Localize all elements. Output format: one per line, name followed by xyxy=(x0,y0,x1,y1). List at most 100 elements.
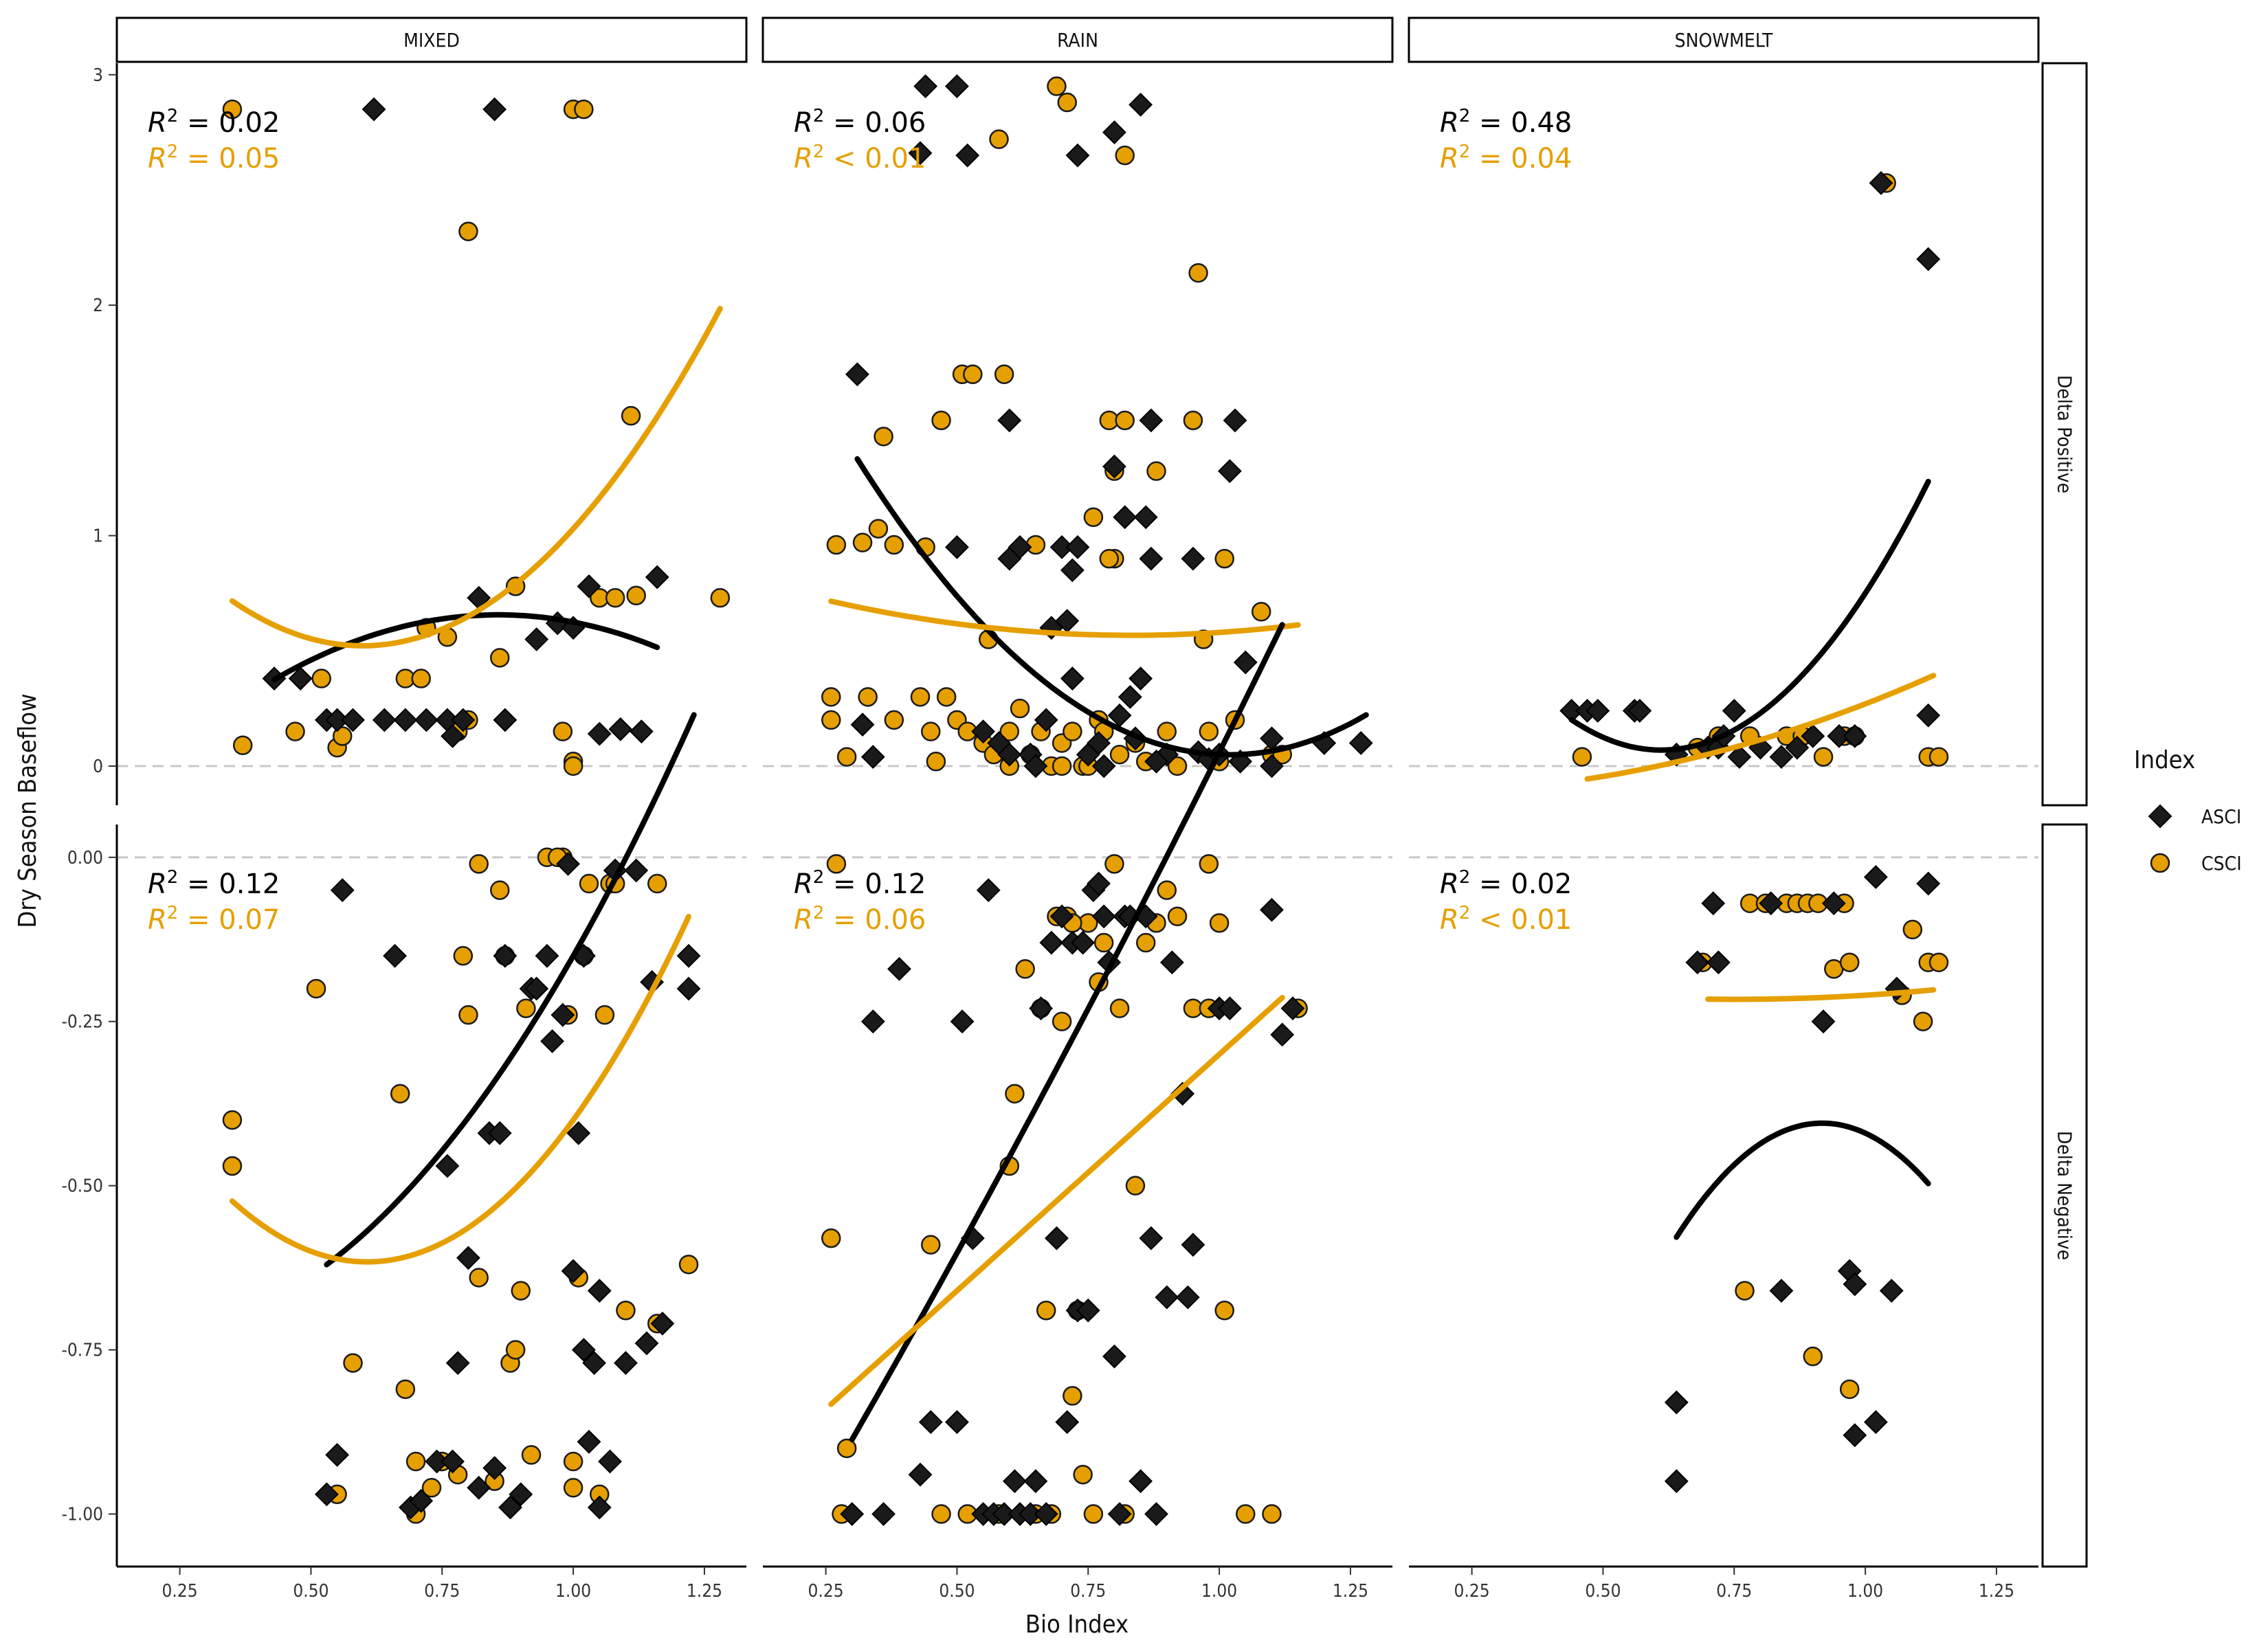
r-squared-asci: R2 = 0.48 xyxy=(1440,106,1572,139)
csci-point xyxy=(1183,410,1203,431)
legend-key-csci xyxy=(2150,853,2170,873)
r-squared-asci: R2 = 0.12 xyxy=(794,867,926,900)
asci-point xyxy=(587,1279,612,1303)
csci-point xyxy=(421,1478,442,1498)
asci-point xyxy=(676,976,701,1001)
r-superscript: 2 xyxy=(1459,142,1471,162)
csci-point xyxy=(1063,1386,1082,1406)
csci-point xyxy=(1104,854,1124,874)
asci-point xyxy=(1759,891,1783,916)
r-squared-csci: R2 = 0.06 xyxy=(794,903,926,936)
asci-point xyxy=(1270,1022,1295,1047)
csci-point xyxy=(1015,959,1035,979)
csci-point xyxy=(1115,145,1135,166)
asci-point xyxy=(1916,247,1941,271)
x-tick-label: 0.75 xyxy=(1070,1581,1106,1602)
r-symbol: R xyxy=(148,143,167,175)
asci-point xyxy=(456,1246,480,1270)
y-axis-title: Dry Season Baseflow xyxy=(14,693,42,928)
csci-point xyxy=(994,364,1014,385)
asci-point xyxy=(1018,1502,1043,1526)
asci-point xyxy=(1879,1279,1904,1303)
y-tick-label: -0.25 xyxy=(61,1012,103,1033)
csci-point xyxy=(1902,919,1923,940)
asci-point xyxy=(1843,723,1867,748)
csci-point xyxy=(511,1281,531,1301)
asci-point xyxy=(435,1154,460,1178)
r-squared-csci: R2 = 0.05 xyxy=(148,142,280,175)
r-value: = 0.05 xyxy=(178,143,280,175)
strip-mixed: MIXED xyxy=(115,16,748,63)
csci-point xyxy=(1005,1084,1025,1104)
asci-point xyxy=(1155,1285,1179,1310)
asci-point xyxy=(1023,1469,1048,1494)
asci-point xyxy=(1769,745,1794,769)
csci-point xyxy=(1052,1011,1072,1031)
asci-point xyxy=(1113,505,1137,530)
csci-point xyxy=(1157,721,1177,741)
asci-fit-line xyxy=(1674,1120,1931,1240)
asci-point xyxy=(1348,731,1373,755)
csci-point xyxy=(1199,854,1219,874)
csci-point xyxy=(453,945,474,966)
y-tick-label: 1 xyxy=(93,526,103,547)
asci-point xyxy=(467,1475,491,1500)
asci-point xyxy=(1811,1009,1836,1034)
legend-key-asci xyxy=(2148,804,2172,829)
asci-point xyxy=(840,1502,865,1526)
x-tick-label: 0.75 xyxy=(424,1581,460,1602)
csci-point xyxy=(458,221,478,242)
legend-label-csci: CSCI xyxy=(2201,852,2242,875)
asci-point xyxy=(325,1443,350,1467)
csci-point xyxy=(926,752,946,772)
csci-point xyxy=(516,998,536,1018)
x-tick-label: 0.25 xyxy=(162,1581,198,1602)
csci-fit-line xyxy=(229,306,723,649)
x-tick-label: 0.25 xyxy=(808,1581,844,1602)
strip-box xyxy=(2041,62,2088,807)
asci-point xyxy=(1627,699,1652,723)
asci-point xyxy=(1869,170,1893,195)
csci-point xyxy=(306,978,326,999)
asci-point xyxy=(1260,897,1284,922)
asci-point xyxy=(1049,904,1074,929)
csci-point xyxy=(999,721,1020,741)
asci-point xyxy=(288,666,313,691)
asci-point xyxy=(1129,666,1153,691)
asci-point xyxy=(1863,865,1888,889)
strip-label: MIXED xyxy=(403,29,460,52)
csci-point xyxy=(1251,602,1271,622)
fit-lines-layer xyxy=(229,306,1937,1443)
asci-point xyxy=(1821,891,1846,916)
csci-point xyxy=(884,710,904,730)
csci-point xyxy=(1735,1281,1755,1301)
asci-point xyxy=(1769,1279,1794,1303)
csci-point xyxy=(710,587,731,608)
r-symbol: R xyxy=(794,904,813,936)
csci-point xyxy=(1073,1464,1093,1485)
asci-point xyxy=(498,1495,522,1520)
asci-point xyxy=(1087,731,1111,755)
csci-point xyxy=(821,710,841,730)
r-value: = 0.48 xyxy=(1470,107,1572,139)
csci-point xyxy=(1214,1301,1234,1321)
asci-point xyxy=(1586,699,1610,723)
r-symbol: R xyxy=(148,107,167,139)
csci-point xyxy=(222,99,243,120)
asci-point xyxy=(445,1351,470,1376)
asci-point xyxy=(393,708,418,732)
x-tick-label: 1.00 xyxy=(555,1581,591,1602)
asci-point xyxy=(1223,408,1247,433)
csci-point xyxy=(1036,1301,1056,1321)
csci-point xyxy=(1115,410,1135,431)
asci-point xyxy=(1034,1502,1058,1526)
csci-fit-line xyxy=(828,994,1285,1407)
asci-point xyxy=(1139,1226,1164,1250)
strip-box xyxy=(2041,823,2088,1568)
asci-point xyxy=(860,1009,885,1034)
csci-point xyxy=(1099,548,1120,569)
asci-point xyxy=(325,708,350,732)
r-value: < 0.01 xyxy=(1470,904,1572,936)
